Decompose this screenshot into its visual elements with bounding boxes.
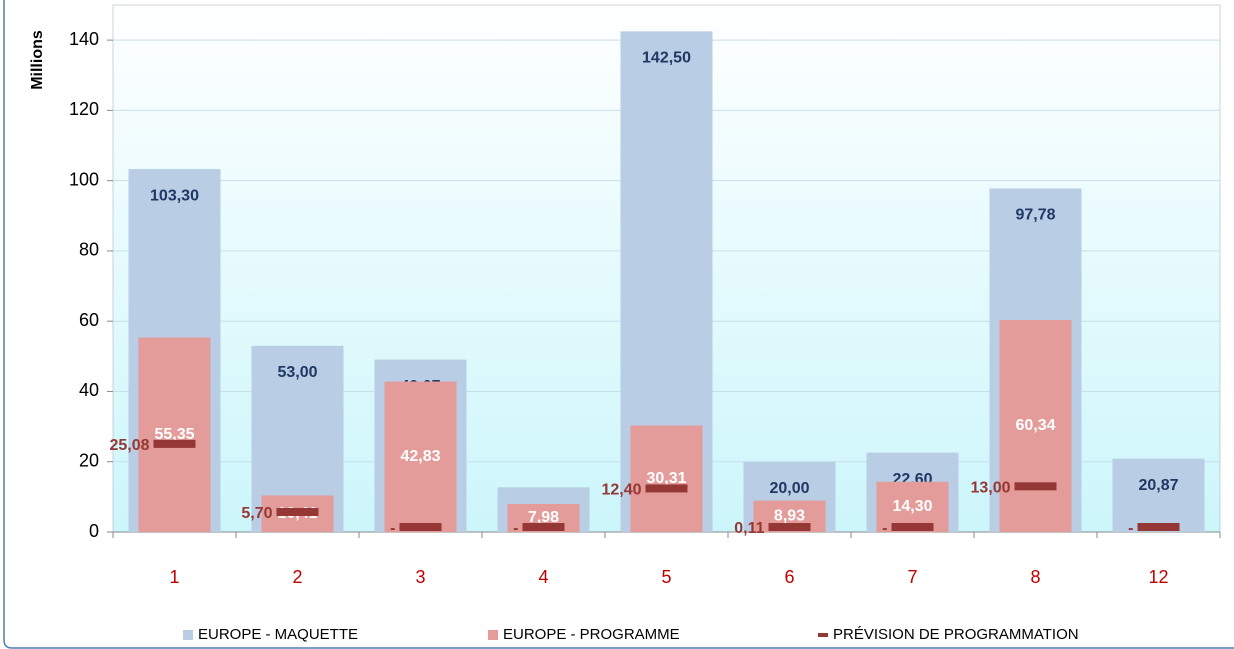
marker [1014,482,1057,491]
value-label: 14,30 [892,498,932,515]
value-label: 97,78 [1015,207,1055,224]
bar [1112,458,1205,532]
value-label: 142,50 [642,50,691,67]
value-label: 30,31 [646,470,686,487]
bar [138,337,211,532]
y-tick-label: 140 [69,29,99,49]
x-tick-label: 2 [292,567,302,587]
x-tick-label: 7 [907,567,917,587]
x-tick-label: 6 [784,567,794,587]
value-label: 55,35 [154,426,194,443]
value-label: 20,00 [769,480,809,497]
marker [153,439,196,448]
x-tick-label: 12 [1148,567,1168,587]
y-tick-label: 80 [79,240,99,260]
x-tick-label: 5 [661,567,671,587]
value-label: 8,93 [774,508,805,525]
legend-swatch [488,630,498,640]
marker [276,507,319,516]
value-label: 0,11 [734,520,764,537]
legend-swatch [183,630,193,640]
value-label: - [390,520,395,537]
value-label: 5,70 [241,505,272,522]
bar [384,381,457,532]
legend-label: EUROPE - PROGRAMME [503,626,680,643]
y-tick-label: 100 [69,169,99,189]
marker [399,523,442,531]
x-tick-label: 1 [169,567,179,587]
value-label: 60,34 [1015,417,1055,434]
legend-swatch [818,633,828,637]
marker [1137,523,1180,531]
value-label: 7,98 [528,509,559,526]
bar [999,320,1072,532]
value-label: - [882,520,887,537]
x-tick-label: 8 [1030,567,1040,587]
x-tick-label: 4 [538,567,548,587]
y-tick-label: 20 [79,450,99,470]
marker [645,484,688,493]
value-label: 42,83 [400,448,440,465]
value-label: - [513,520,518,537]
value-label: 13,00 [970,480,1010,497]
legend-label: PRÉVISION DE PROGRAMMATION [833,626,1079,643]
marker [522,523,565,531]
value-label: 20,87 [1138,477,1178,494]
y-tick-label: 120 [69,99,99,119]
y-tick-label: 60 [79,310,99,330]
x-tick-label: 3 [415,567,425,587]
bar [630,425,703,532]
y-tick-label: 0 [89,521,99,541]
marker [768,523,811,531]
frame [3,0,1234,649]
value-label: 12,40 [601,482,641,499]
value-label: 53,00 [277,364,317,381]
value-label: 103,30 [150,187,199,204]
y-tick-label: 40 [79,380,99,400]
value-label: 25,08 [109,437,149,454]
legend-label: EUROPE - MAQUETTE [198,626,358,643]
value-label: - [1128,520,1133,537]
y-axis-label: Millions [29,30,46,90]
marker [891,523,934,531]
